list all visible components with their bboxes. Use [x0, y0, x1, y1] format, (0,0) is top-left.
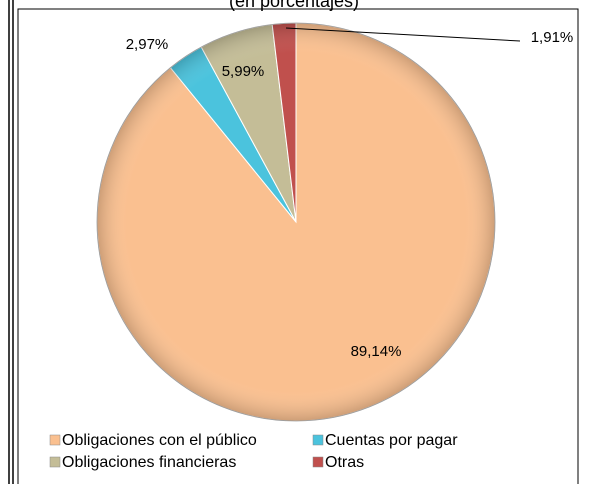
pie-shade — [96, 22, 496, 422]
frame — [17, 8, 579, 484]
chart-subtitle: (en porcentajes) — [229, 0, 359, 11]
legend-swatch — [312, 434, 324, 446]
legend-label: Cuentas por pagar — [325, 432, 458, 449]
leader-line — [285, 27, 521, 42]
data-label: 2,97% — [126, 36, 169, 53]
data-label: 89,14% — [351, 343, 402, 360]
legend-label: Otras — [325, 454, 364, 471]
data-label: 1,91% — [531, 29, 574, 46]
legend-swatch — [312, 456, 324, 468]
legend-swatch — [49, 456, 61, 468]
data-label: 5,99% — [222, 63, 265, 80]
legend-label: Obligaciones con el público — [62, 432, 257, 449]
legend-label: Obligaciones financieras — [62, 454, 236, 471]
legend-swatch — [49, 434, 61, 446]
